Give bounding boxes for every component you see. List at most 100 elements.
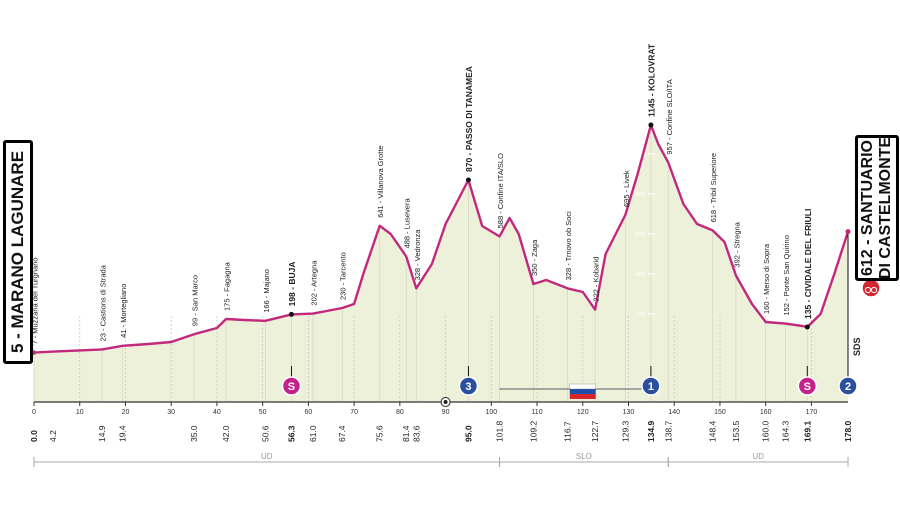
elevation-tick-label: 1000 [631, 152, 646, 159]
km-tick-label: 10 [76, 409, 84, 416]
waypoint-label: 695 - Livek [622, 170, 631, 207]
waypoint-dot [648, 122, 654, 128]
waypoint-dot [465, 177, 471, 183]
waypoint-label: 588 - Confine ITA/SLO [496, 153, 505, 228]
marker-label: S [288, 381, 295, 393]
km-tick-label: 80 [396, 409, 404, 416]
profile-fill [34, 125, 848, 402]
elevation-tick-label: 800 [635, 192, 646, 199]
km-distance-label: 109.2 [528, 420, 538, 442]
gpm-marker [641, 376, 661, 396]
km-distance-label: 14.9 [97, 425, 107, 442]
km-tick-label: 30 [167, 409, 175, 416]
sprint-marker [281, 376, 302, 396]
waypoint-label: 230 - Tarcento [339, 252, 348, 300]
region-label: UD [752, 452, 764, 461]
km-tick-label: 70 [350, 409, 358, 416]
waypoint-label: 870 - PASSO DI TANAMEA [464, 66, 474, 172]
km-tick-label: 140 [668, 409, 680, 416]
waypoint-label: 618 - Tribil Superiore [709, 153, 718, 223]
waypoint-label: 222 - Kobarid [592, 257, 601, 302]
waypoint-label: 135 - CIVIDALE DEL FRIULI [803, 209, 813, 319]
km-tick-label: 150 [714, 409, 726, 416]
slovenia-flag-blue [569, 389, 596, 394]
finish-icon-wheel [870, 286, 878, 294]
slovenia-flag-white [569, 383, 597, 390]
waypoint-label: 99 - San Marco [191, 275, 200, 326]
elevation-tick-label: 200 [635, 312, 646, 319]
waypoint-label: 23 - Castions di Strada [99, 264, 108, 341]
km-distance-label: 50.6 [260, 425, 270, 442]
km-distance-label: 42.0 [221, 425, 231, 442]
km-distance-label: 148.4 [708, 420, 718, 442]
km-distance-label: 35.0 [189, 425, 199, 442]
finish-label-line2: DI CASTELMONTE [877, 136, 894, 280]
finish-icon-wheel [864, 286, 872, 294]
waypoint-label: 328 - Trnovo ob Soci [564, 211, 573, 281]
km-distance-label: 81.4 [401, 425, 411, 442]
elevation-tick-label: 600 [635, 232, 646, 239]
km-tick-label: 110 [531, 409, 542, 416]
waypoint-label: 198 - BUJA [287, 262, 297, 307]
km-tick-label: 90 [442, 409, 450, 416]
km-distance-label: 83.6 [411, 425, 421, 442]
marker-label: 2 [845, 381, 851, 393]
waypoint-label: 166 - Majano [262, 269, 271, 313]
finish-point [845, 229, 851, 235]
km-tick-label: 40 [213, 409, 221, 416]
slovenia-flag-red [569, 394, 596, 399]
waypoint-dot [288, 311, 294, 317]
km-tick-label: 20 [122, 409, 130, 416]
marker-label: 3 [465, 381, 471, 393]
marker-label: 1 [648, 381, 654, 393]
finish-icon [861, 278, 881, 298]
km-distance-label: 160.0 [761, 420, 771, 442]
km-distance-label: 138.7 [663, 420, 673, 442]
km-distance-label: 56.3 [286, 425, 296, 442]
km-distance-label: 61.0 [308, 425, 318, 442]
km-distance-label: 153.5 [731, 420, 741, 442]
km-distance-label: 129.3 [620, 420, 630, 442]
km-distance-label: 95.0 [463, 425, 473, 442]
waypoint-label: 152 - Ponte San Quirino [782, 235, 791, 315]
region-label: SLO [576, 452, 592, 461]
sprint-marker [797, 376, 818, 396]
waypoint-label: 328 - Vedronza [413, 229, 422, 281]
feed-zone-icon-center [443, 400, 448, 404]
km-distance-label: 116.7 [563, 421, 573, 442]
km-tick-label: 100 [485, 409, 497, 416]
waypoint-label: 41 - Mortegliano [119, 284, 128, 338]
km-tick-label: 160 [760, 409, 772, 416]
profile-line [33, 123, 850, 354]
waypoint-label: 175 - Fagagna [223, 261, 232, 311]
km-distance-label: 0.0 [29, 430, 39, 442]
waypoint-dot [804, 324, 810, 330]
sponsor-label: SDS [852, 337, 862, 356]
waypoint-label: 202 - Artegna [309, 260, 318, 306]
km-distance-label: 164.3 [780, 420, 790, 442]
gpm-marker [838, 376, 858, 396]
marker-label: S [804, 381, 811, 393]
km-tick-label: 60 [304, 409, 312, 416]
km-tick-label: 50 [259, 409, 267, 416]
gpm-marker [458, 376, 479, 396]
start-box: 5 - MARANO LAGUNARE [3, 140, 33, 364]
km-distance-label: 122.7 [590, 420, 600, 442]
km-tick-label: 0 [32, 409, 36, 416]
km-distance-label: 169.1 [802, 420, 812, 442]
waypoint-label: 641 - Villanova Grotte [376, 145, 385, 217]
waypoint-label: 488 - Lusevera [403, 198, 412, 249]
km-distance-label: 19.4 [118, 425, 128, 442]
waypoint-label: 350 - Zaga [530, 239, 539, 276]
waypoint-label: 1145 - KOLOVRAT [646, 43, 656, 117]
waypoint-label: 957 - Confine SLO/ITA [665, 79, 674, 154]
km-tick-label: 170 [806, 409, 818, 416]
waypoint-label: 392 - Stregna [732, 221, 741, 267]
km-tick-label: 120 [577, 409, 589, 416]
km-distance-label: 134.9 [646, 420, 656, 442]
region-label: UD [261, 452, 273, 461]
km-distance-label: 67.4 [337, 425, 347, 442]
km-distance-label: 101.8 [495, 420, 505, 442]
